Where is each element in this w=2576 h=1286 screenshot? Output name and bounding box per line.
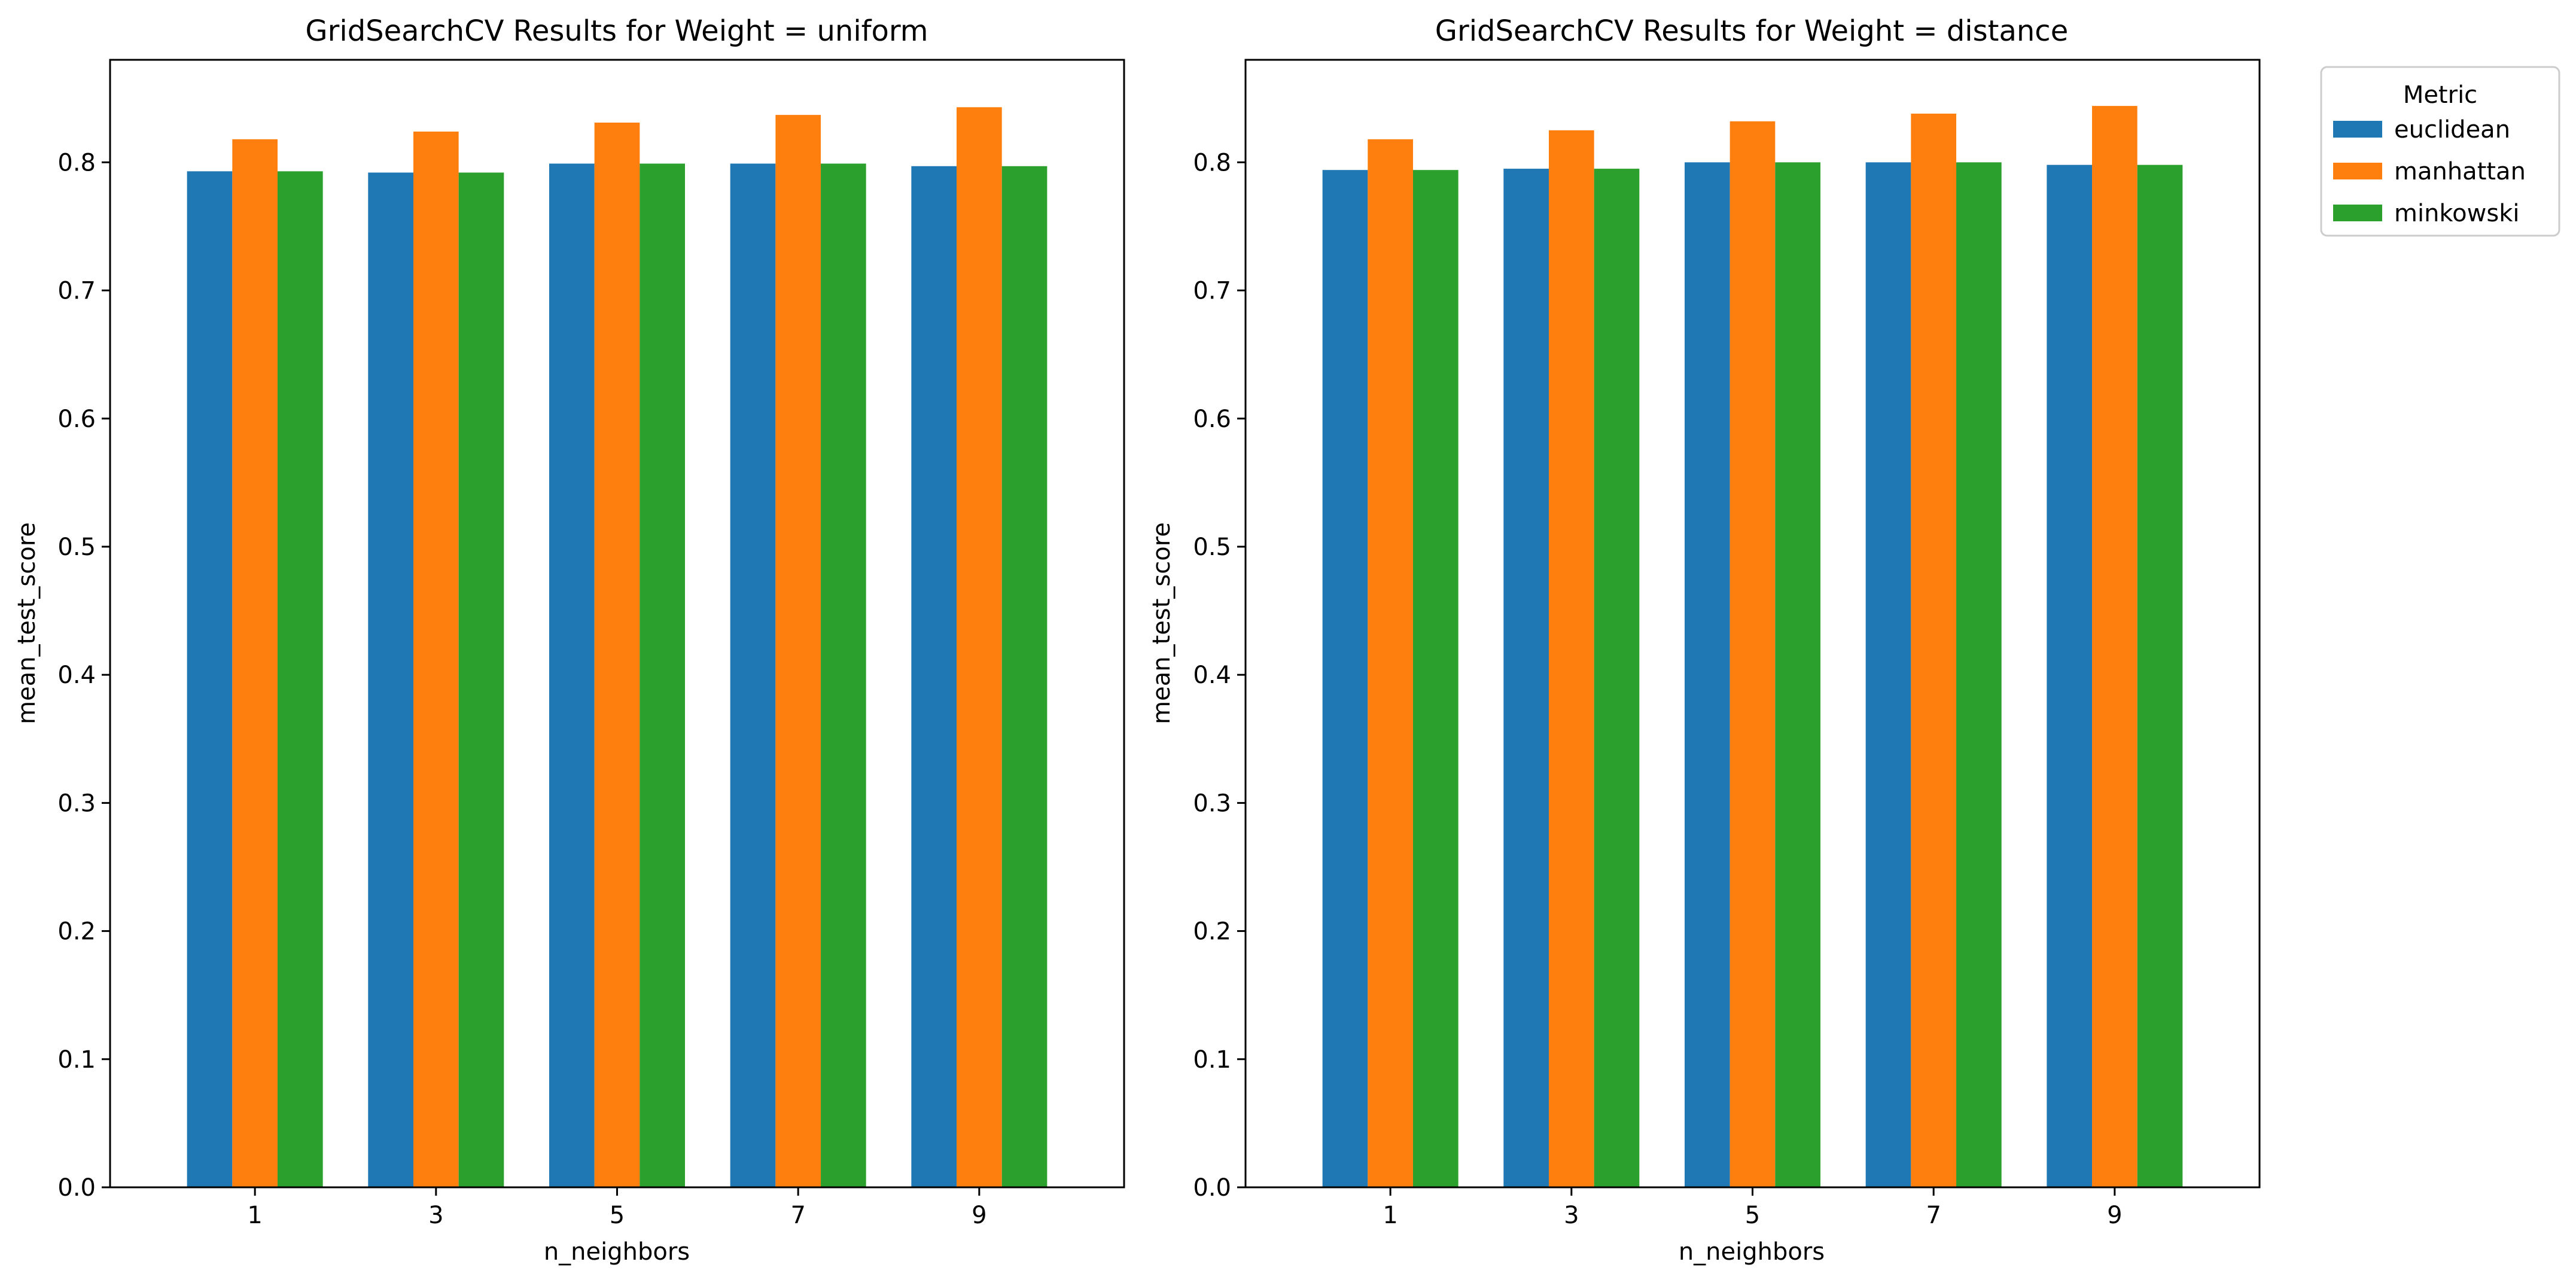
chart-distance: GridSearchCV Results for Weight = distan… — [1148, 14, 2261, 1266]
x-tick-label-9-distance: 9 — [2107, 1202, 2122, 1229]
bar-3-minkowski-uniform — [458, 172, 504, 1187]
legend-label-minkowski: minkowski — [2394, 200, 2519, 227]
bar-1-minkowski-distance — [1412, 170, 1458, 1187]
bar-9-minkowski-distance — [2137, 164, 2183, 1188]
bar-3-minkowski-distance — [1594, 169, 1640, 1187]
bar-3-euclidean-distance — [1503, 169, 1549, 1187]
y-tick-label-0.0-distance: 0.0 — [1193, 1174, 1231, 1202]
x-tick-label-7-uniform: 7 — [790, 1202, 805, 1229]
x-axis-label-uniform: n_neighbors — [544, 1238, 690, 1266]
x-tick-label-1-distance: 1 — [1383, 1202, 1397, 1229]
x-tick-label-1-uniform: 1 — [247, 1202, 262, 1229]
bar-9-euclidean-distance — [2047, 164, 2093, 1188]
y-tick-label-0.1-uniform: 0.1 — [57, 1046, 96, 1074]
bar-1-euclidean-distance — [1322, 170, 1368, 1187]
legend-frame — [2320, 66, 2560, 237]
bar-1-minkowski-uniform — [277, 171, 323, 1188]
axes-frame-distance — [1244, 59, 2261, 1189]
bar-9-minkowski-uniform — [1001, 166, 1048, 1187]
bar-5-minkowski-uniform — [640, 163, 686, 1188]
x-tick-label-3-distance: 3 — [1564, 1202, 1579, 1229]
bar-7-manhattan-distance — [1911, 113, 1957, 1187]
legend-label-euclidean: euclidean — [2394, 116, 2510, 144]
y-tick-label-0.1-distance: 0.1 — [1193, 1046, 1231, 1074]
legend-swatch-manhattan — [2333, 163, 2382, 179]
bar-5-manhattan-uniform — [594, 122, 640, 1188]
bar-5-minkowski-distance — [1775, 162, 1821, 1187]
bar-1-euclidean-uniform — [187, 171, 233, 1188]
chart-uniform: GridSearchCV Results for Weight = unifor… — [13, 14, 1125, 1266]
bar-3-euclidean-uniform — [368, 172, 413, 1187]
bar-7-euclidean-uniform — [730, 163, 776, 1188]
y-tick-label-0.2-distance: 0.2 — [1193, 918, 1231, 946]
chart-title-distance: GridSearchCV Results for Weight = distan… — [1435, 14, 2068, 48]
x-tick-label-9-uniform: 9 — [972, 1202, 986, 1229]
legend: Metric euclidean manhattan minkowski — [2320, 66, 2560, 237]
y-tick-label-0.3-uniform: 0.3 — [57, 790, 96, 817]
y-axis-label-distance: mean_test_score — [1148, 522, 1176, 724]
bar-5-manhattan-distance — [1729, 121, 1776, 1188]
y-tick-label-0.6-uniform: 0.6 — [57, 406, 96, 433]
x-tick-label-5-distance: 5 — [1745, 1202, 1760, 1229]
bar-7-minkowski-uniform — [821, 163, 866, 1188]
plot-area-distance: 1 3 5 7 9 0.0 0.1 0.2 0.3 0.4 0.5 0.6 0.7 0.8 — [1193, 106, 2183, 1229]
y-tick-label-0.0-uniform: 0.0 — [57, 1174, 96, 1202]
x-tick-label-3-uniform: 3 — [428, 1202, 443, 1229]
bar-7-minkowski-distance — [1956, 162, 2002, 1187]
y-tick-label-0.5-uniform: 0.5 — [57, 534, 96, 561]
bar-1-manhattan-distance — [1368, 139, 1413, 1187]
legend-swatch-euclidean — [2333, 121, 2382, 138]
y-tick-label-0.6-distance: 0.6 — [1193, 406, 1231, 433]
bar-7-manhattan-uniform — [775, 115, 821, 1188]
y-tick-label-0.2-uniform: 0.2 — [57, 918, 96, 946]
bar-5-euclidean-uniform — [549, 163, 595, 1188]
y-tick-label-0.4-distance: 0.4 — [1193, 662, 1231, 689]
y-tick-label-0.7-distance: 0.7 — [1193, 278, 1231, 305]
bar-9-euclidean-uniform — [911, 166, 957, 1187]
plot-area-uniform: 1 3 5 7 9 0.0 0.1 0.2 0.3 0.4 0.5 0.6 0.7 0.8 — [57, 107, 1048, 1229]
bar-3-manhattan-distance — [1548, 130, 1594, 1187]
axes-frame-uniform — [109, 59, 1125, 1189]
x-tick-label-7-distance: 7 — [1926, 1202, 1941, 1229]
x-tick-label-5-uniform: 5 — [610, 1202, 625, 1229]
bar-7-euclidean-distance — [1865, 162, 1911, 1187]
y-tick-label-0.7-uniform: 0.7 — [57, 278, 96, 305]
legend-swatch-minkowski — [2333, 205, 2382, 221]
bar-1-manhattan-uniform — [232, 139, 278, 1187]
bar-9-manhattan-uniform — [957, 107, 1002, 1188]
y-tick-label-0.5-distance: 0.5 — [1193, 534, 1231, 561]
y-tick-label-0.8-distance: 0.8 — [1193, 149, 1231, 176]
bar-9-manhattan-distance — [2092, 106, 2137, 1187]
legend-label-manhattan: manhattan — [2394, 158, 2526, 185]
x-axis-label-distance: n_neighbors — [1679, 1238, 1825, 1266]
legend-title: Metric — [2403, 81, 2477, 109]
y-tick-label-0.4-uniform: 0.4 — [57, 662, 96, 689]
y-axis-label-uniform: mean_test_score — [13, 522, 41, 724]
y-tick-label-0.3-distance: 0.3 — [1193, 790, 1231, 817]
y-tick-label-0.8-uniform: 0.8 — [57, 149, 96, 176]
bar-3-manhattan-uniform — [413, 131, 459, 1187]
chart-title-uniform: GridSearchCV Results for Weight = unifor… — [305, 14, 928, 48]
bar-5-euclidean-distance — [1684, 162, 1730, 1187]
